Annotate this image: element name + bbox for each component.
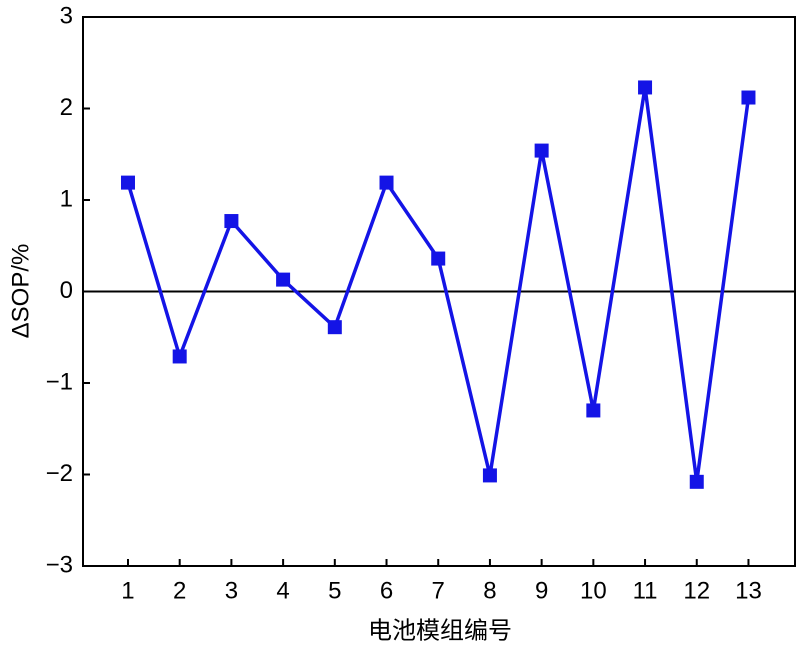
x-axis-label: 电池模组编号 <box>368 617 512 644</box>
y-tick-label: −3 <box>46 551 73 578</box>
x-tick-label: 1 <box>121 577 134 604</box>
marker <box>276 272 291 287</box>
y-tick-label: 0 <box>60 277 73 304</box>
marker <box>482 468 497 483</box>
x-tick-label: 5 <box>328 577 341 604</box>
x-tick-label: 10 <box>580 577 607 604</box>
marker <box>741 90 756 105</box>
y-tick-label: −2 <box>46 460 73 487</box>
marker <box>431 251 446 266</box>
marker <box>534 143 549 158</box>
y-tick-label: 2 <box>60 94 73 121</box>
marker <box>586 403 601 418</box>
y-tick-label: 1 <box>60 185 73 212</box>
marker <box>224 214 239 229</box>
plot-frame <box>82 16 796 567</box>
x-tick-label: 8 <box>483 577 496 604</box>
y-tick-label: −1 <box>46 368 73 395</box>
marker <box>120 175 135 190</box>
x-tick-label: 4 <box>276 577 289 604</box>
x-tick-label: 11 <box>633 577 658 604</box>
marker <box>689 474 704 489</box>
x-tick-label: 7 <box>432 577 445 604</box>
marker <box>638 80 653 95</box>
marker <box>327 320 342 335</box>
x-tick-label: 6 <box>380 577 393 604</box>
x-tick-label: 3 <box>225 577 238 604</box>
marker <box>379 175 394 190</box>
x-tick-label: 13 <box>735 577 762 604</box>
x-tick-label: 2 <box>173 577 186 604</box>
x-tick-label: 12 <box>683 577 710 604</box>
y-tick-label: 3 <box>60 2 73 29</box>
y-axis-label: ΔSOP/% <box>7 244 34 339</box>
marker <box>172 349 187 364</box>
series-line <box>126 87 751 483</box>
x-tick-label: 9 <box>535 577 548 604</box>
